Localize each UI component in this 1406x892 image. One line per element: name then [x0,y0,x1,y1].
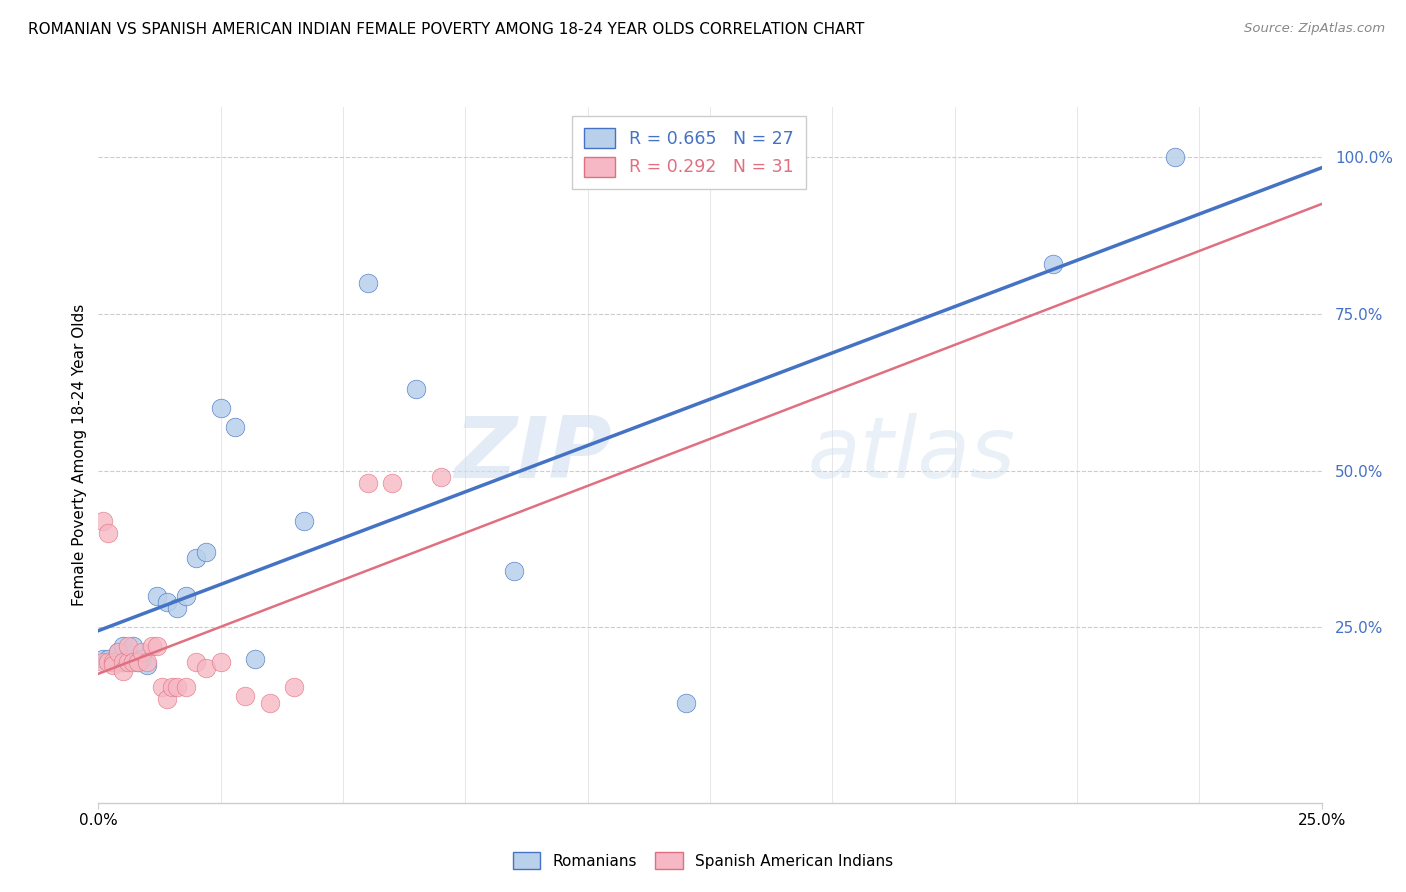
Point [111,655,134,669]
Point [675,696,697,710]
Text: Source: ZipAtlas.com: Source: ZipAtlas.com [1244,22,1385,36]
Text: atlas: atlas [808,413,1017,497]
Point [107,645,129,659]
Point [1042,257,1064,271]
Point [136,657,159,672]
Point [107,645,129,659]
Point [117,651,139,665]
Point [121,655,143,669]
Y-axis label: Female Poverty Among 18-24 Year Olds: Female Poverty Among 18-24 Year Olds [72,304,87,606]
Point [117,655,139,669]
Point [127,655,149,669]
Point [283,680,305,694]
Point [127,655,149,669]
Point [176,680,198,694]
Point [503,564,526,578]
Legend: Romanians, Spanish American Indians: Romanians, Spanish American Indians [506,846,900,875]
Text: ZIP: ZIP [454,413,612,497]
Point [186,551,208,566]
Point [146,589,169,603]
Point [91,514,114,528]
Point [224,419,246,434]
Point [131,645,153,659]
Point [381,476,404,491]
Point [166,680,188,694]
Point [136,655,159,669]
Point [176,589,198,603]
Point [356,476,378,491]
Point [186,655,208,669]
Point [146,639,169,653]
Point [292,514,315,528]
Point [117,639,139,653]
Point [195,661,218,675]
Point [111,639,134,653]
Point [141,639,163,653]
Point [131,651,153,665]
Point [91,655,114,669]
Point [160,680,183,694]
Point [233,690,256,704]
Point [430,470,453,484]
Text: ROMANIAN VS SPANISH AMERICAN INDIAN FEMALE POVERTY AMONG 18-24 YEAR OLDS CORRELA: ROMANIAN VS SPANISH AMERICAN INDIAN FEMA… [28,22,865,37]
Point [243,651,266,665]
Point [156,692,179,706]
Point [97,526,120,541]
Point [97,651,120,665]
Point [101,657,124,672]
Point [259,696,281,710]
Point [209,401,232,415]
Point [150,680,173,694]
Point [111,664,134,678]
Point [166,601,188,615]
Point [405,382,427,396]
Point [156,595,179,609]
Point [101,655,124,669]
Point [209,655,232,669]
Point [91,651,114,665]
Point [111,655,134,669]
Point [1164,150,1187,164]
Point [121,639,143,653]
Legend: R = 0.665   N = 27, R = 0.292   N = 31: R = 0.665 N = 27, R = 0.292 N = 31 [572,116,806,189]
Point [356,276,378,290]
Point [97,655,120,669]
Point [195,545,218,559]
Point [101,655,124,669]
